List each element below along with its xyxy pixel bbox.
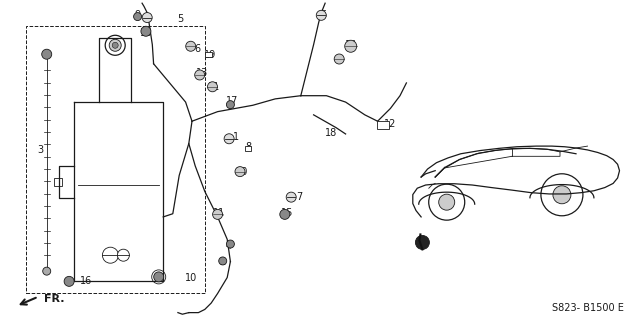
Text: S823- B1500 E: S823- B1500 E: [552, 303, 624, 313]
Bar: [377, 121, 388, 129]
Text: 10: 10: [184, 273, 197, 283]
Circle shape: [134, 12, 141, 21]
Text: 14: 14: [344, 40, 357, 50]
Circle shape: [219, 257, 227, 265]
Circle shape: [154, 272, 164, 282]
Circle shape: [227, 240, 234, 248]
Circle shape: [334, 54, 344, 64]
Text: 2: 2: [220, 256, 226, 267]
Circle shape: [152, 270, 166, 284]
Circle shape: [227, 100, 234, 109]
Circle shape: [109, 39, 121, 51]
Circle shape: [415, 235, 429, 249]
Text: 3: 3: [37, 145, 44, 155]
Text: 18: 18: [325, 128, 338, 138]
Circle shape: [286, 192, 296, 202]
Circle shape: [105, 35, 125, 55]
Circle shape: [195, 70, 205, 80]
Bar: [205, 52, 211, 57]
Text: 6: 6: [335, 55, 341, 65]
Circle shape: [439, 194, 455, 210]
Circle shape: [186, 41, 196, 51]
Text: 8: 8: [245, 142, 252, 152]
Circle shape: [553, 186, 571, 204]
Circle shape: [235, 167, 245, 177]
Circle shape: [541, 174, 583, 216]
Text: 16: 16: [140, 27, 152, 38]
Circle shape: [212, 209, 223, 219]
Circle shape: [280, 209, 290, 219]
Text: 4: 4: [226, 241, 232, 251]
Text: 13: 13: [195, 68, 208, 78]
Text: 12: 12: [384, 119, 397, 130]
Circle shape: [102, 247, 118, 263]
Circle shape: [43, 267, 51, 275]
Bar: [245, 146, 252, 151]
Circle shape: [42, 49, 52, 59]
Circle shape: [207, 82, 218, 92]
Circle shape: [345, 40, 356, 52]
Text: 5: 5: [177, 13, 184, 24]
Text: 20: 20: [236, 167, 248, 177]
Circle shape: [141, 26, 151, 36]
Circle shape: [112, 42, 118, 48]
Text: 1: 1: [232, 132, 239, 142]
Text: FR.: FR.: [44, 294, 65, 304]
Circle shape: [429, 184, 465, 220]
Circle shape: [316, 10, 326, 20]
Text: 17: 17: [225, 96, 238, 107]
Bar: [26, 26, 205, 293]
Circle shape: [142, 12, 152, 23]
Circle shape: [64, 276, 74, 286]
Text: 11: 11: [208, 82, 221, 92]
Text: 9: 9: [134, 10, 141, 20]
Text: 7: 7: [296, 192, 303, 202]
Text: 16: 16: [80, 276, 93, 286]
Text: 15: 15: [280, 208, 293, 218]
Circle shape: [224, 134, 234, 144]
Text: 5: 5: [320, 10, 326, 20]
Text: 19: 19: [204, 50, 216, 60]
Bar: [54, 178, 61, 186]
Text: 6: 6: [194, 44, 200, 55]
Circle shape: [117, 249, 129, 261]
Text: 11: 11: [212, 208, 225, 218]
